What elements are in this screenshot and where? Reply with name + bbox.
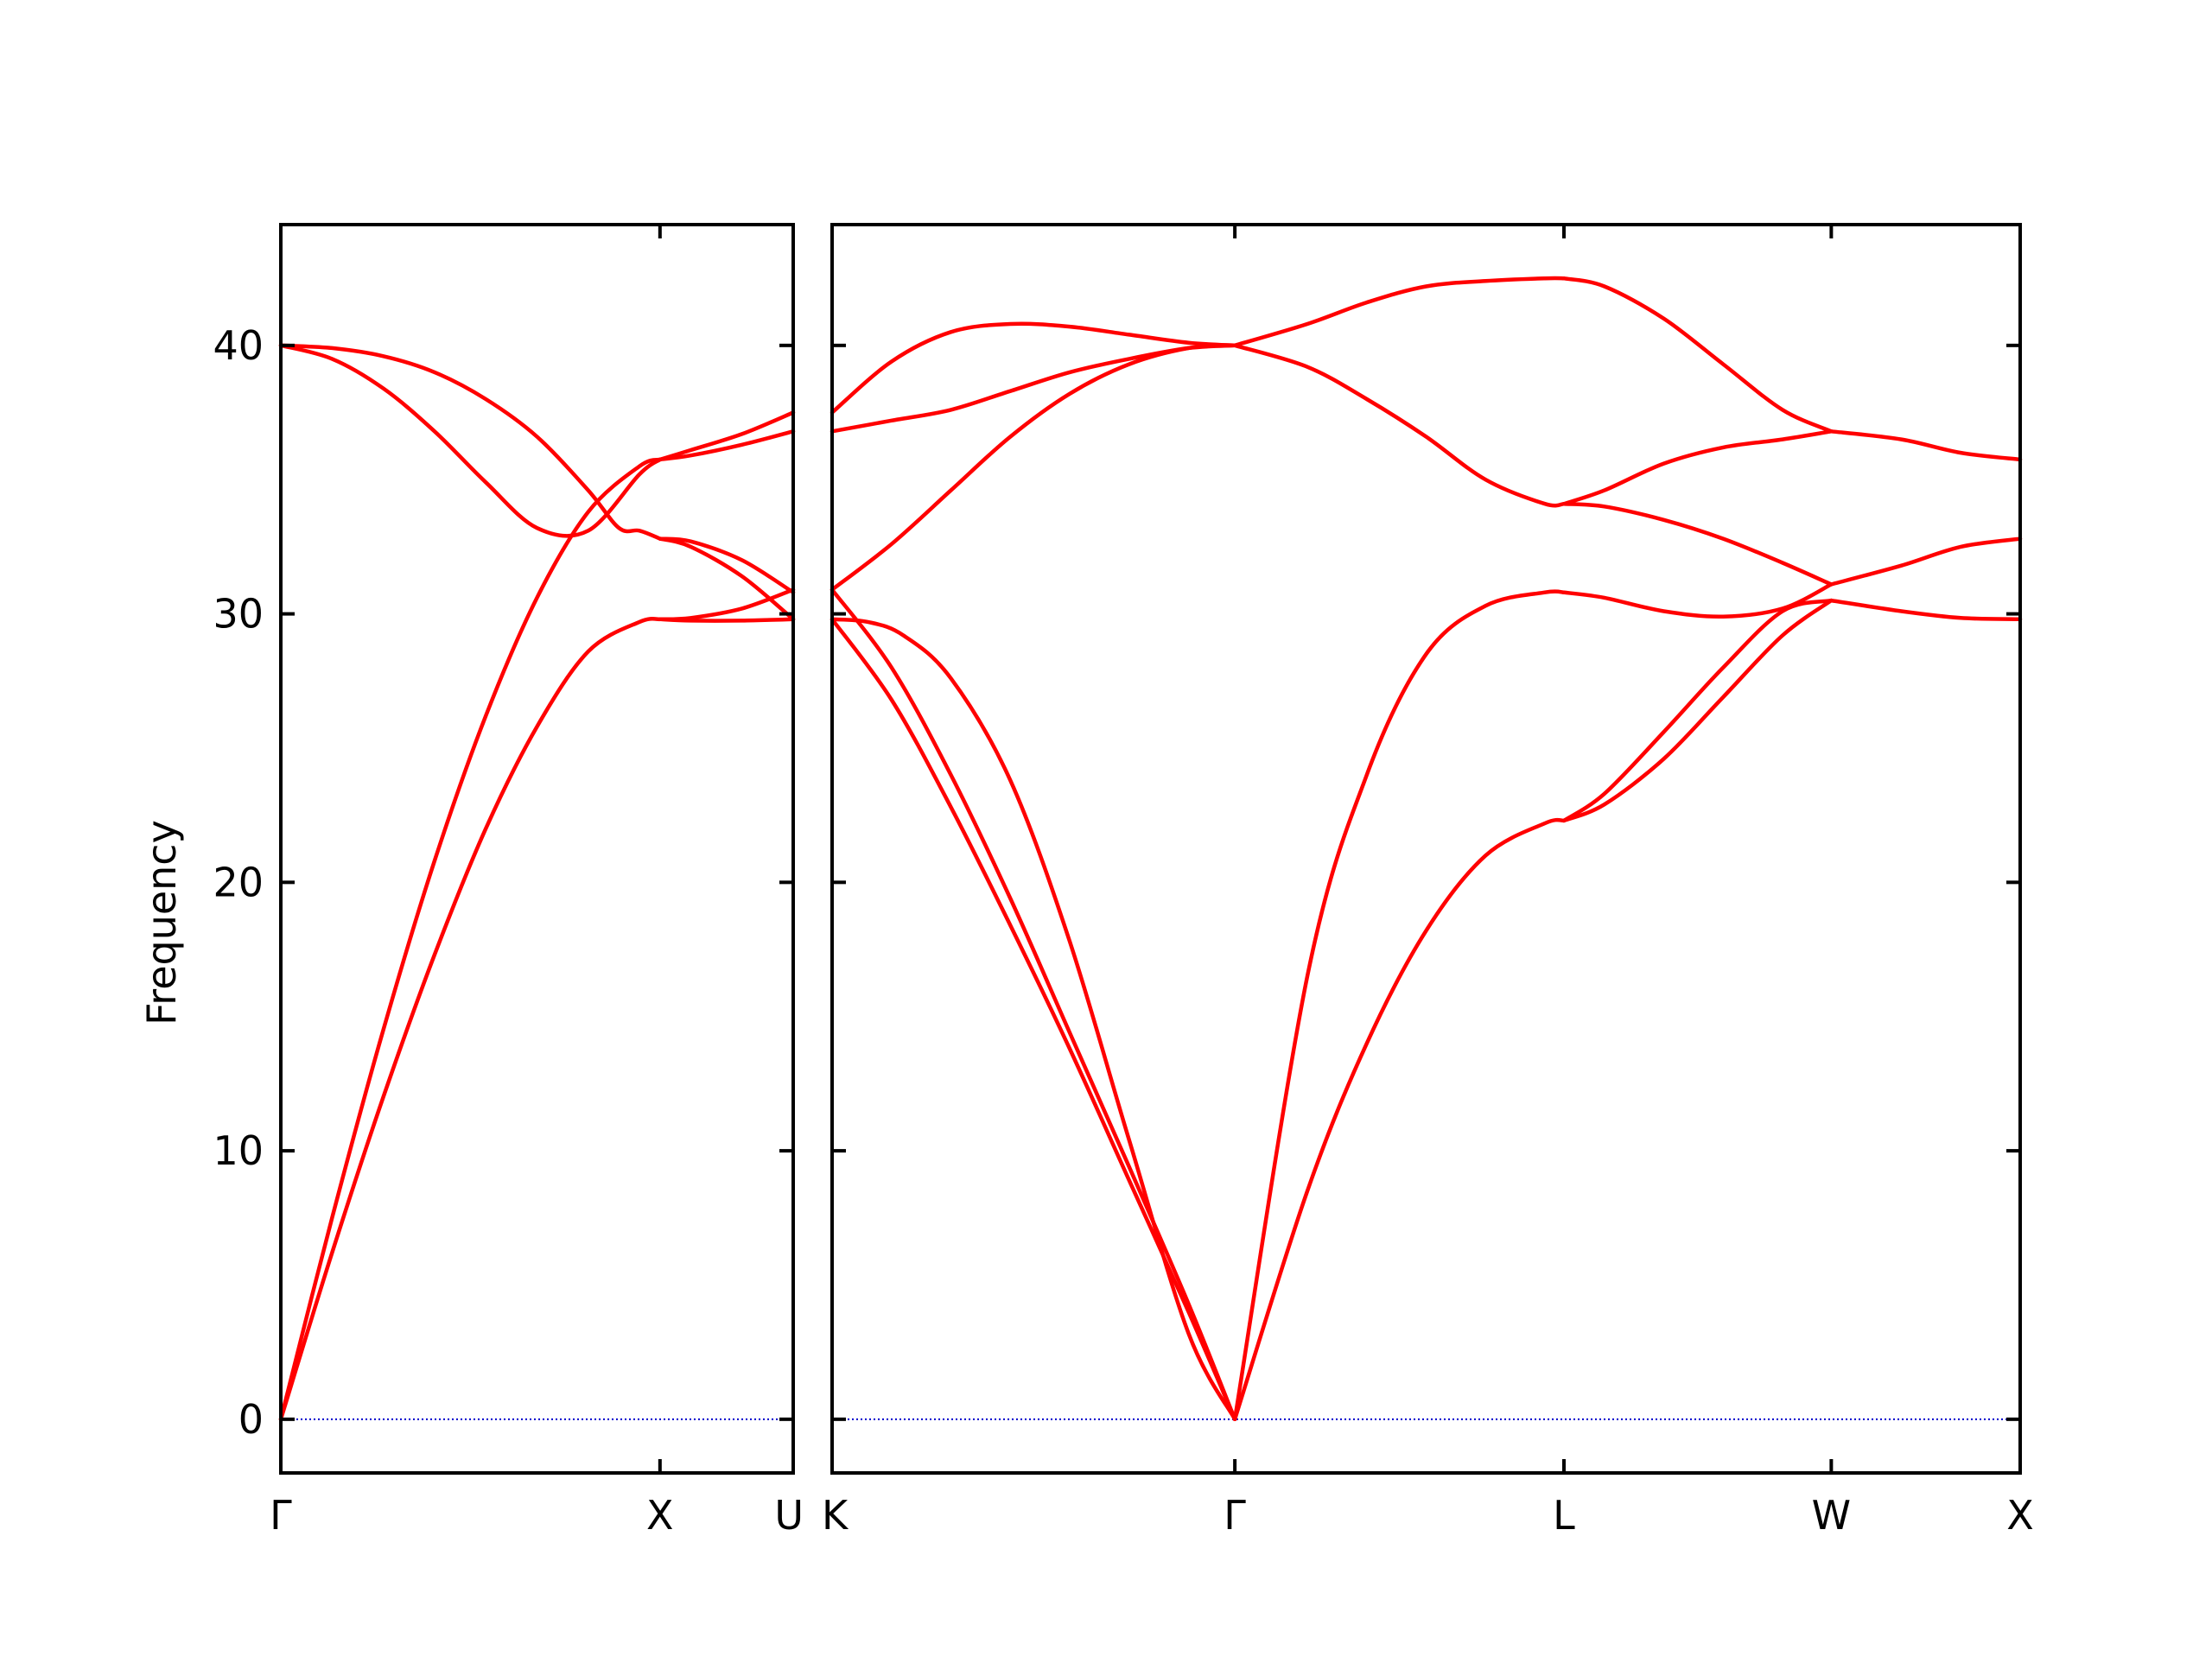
panel-left-band-7 <box>658 536 796 594</box>
panel-left-xtick-label: Γ <box>270 1492 292 1539</box>
ytick-label: 20 <box>213 859 264 905</box>
panel-right-band-13 <box>1561 501 1834 587</box>
panel-left-band-8 <box>658 536 796 622</box>
panel-right-band-11 <box>1561 276 1834 434</box>
label-layer: Frequency Γ X U K Γ L W X 0 10 20 30 40 <box>138 322 2034 1539</box>
panel-right-band-12 <box>1561 429 1834 506</box>
panel-left-xtick-label: X <box>646 1492 674 1539</box>
panel-right-xtick-label: X <box>2006 1492 2034 1539</box>
panel-right-frame <box>830 223 2022 1475</box>
panel-right-xtick-label: L <box>1553 1492 1575 1539</box>
panel-right-band-10 <box>1232 817 1567 1422</box>
ytick-label: 30 <box>213 591 264 638</box>
panel-right-band-9 <box>1232 589 1567 1422</box>
panel-left-band-3 <box>278 343 663 541</box>
panel-left-band-4 <box>278 343 663 538</box>
panel-right-band-16 <box>1561 598 1834 823</box>
panel-left-xtick-label: U <box>774 1492 804 1539</box>
axes-frame-layer <box>279 223 2022 1475</box>
panel-right-band-19 <box>1829 598 2023 622</box>
panel-right-band-18 <box>1829 536 2023 587</box>
panel-right-band-17 <box>1829 429 2023 462</box>
y-axis-title: Frequency <box>138 820 185 1025</box>
panel-right-band-4 <box>830 617 1237 1422</box>
panel-left-band-1 <box>278 457 663 1422</box>
ytick-label: 0 <box>238 1396 264 1443</box>
panel-left-band-6 <box>658 410 796 462</box>
panel-right-band-14 <box>1561 582 1834 619</box>
band-lines-layer <box>278 276 2023 1422</box>
panel-right-xtick-label: W <box>1812 1492 1851 1539</box>
ytick-label: 10 <box>213 1127 264 1174</box>
panel-left-band-5 <box>658 429 796 462</box>
panel-right-band-8 <box>1232 343 1567 508</box>
panel-right-band-3 <box>830 343 1237 592</box>
panel-right-band-6 <box>830 617 1237 1422</box>
panel-right-band-1 <box>830 321 1237 415</box>
panel-left-band-10 <box>658 617 796 623</box>
ytick-label: 40 <box>213 322 264 369</box>
panel-left-band-2 <box>278 616 663 1422</box>
panel-right-band-15 <box>1561 598 1834 823</box>
panel-right-xtick-label: Γ <box>1224 1492 1246 1539</box>
panel-left-band-9 <box>658 587 796 622</box>
panel-right-band-5 <box>830 587 1237 1422</box>
panel-left-frame <box>279 223 795 1475</box>
panel-right-xtick-label: K <box>822 1492 849 1539</box>
panel-right-band-7 <box>1232 276 1567 348</box>
